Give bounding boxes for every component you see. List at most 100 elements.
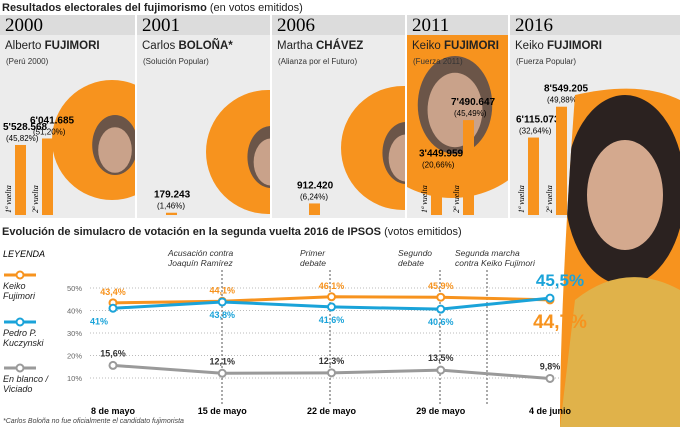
year-strip <box>137 15 270 35</box>
party: (Perú 2000) <box>6 56 48 68</box>
candidate-name: Alberto FUJIMORI <box>5 40 100 52</box>
value-label: 6'041.685 <box>30 115 75 126</box>
legend-text: En blanco / Viciado <box>3 374 49 394</box>
year-strip <box>272 15 405 35</box>
party-name: (Fuerza 2011) <box>413 57 463 66</box>
annotation: Acusación contra Joaquín Ramírez <box>168 248 248 268</box>
photo-face <box>587 140 663 250</box>
point <box>436 292 446 302</box>
first-name: Martha <box>277 40 313 52</box>
first-name: Keiko <box>412 40 441 52</box>
annotation-text: Segunda marcha contra Keiko Fujimori <box>455 248 535 268</box>
point <box>108 303 118 313</box>
last-name: FUJIMORI <box>546 40 602 52</box>
legend-label: Keiko Fujimori <box>3 281 55 301</box>
point <box>217 297 227 307</box>
legend-marker <box>15 270 25 280</box>
value-label: 46,1% <box>319 281 345 291</box>
point <box>436 365 446 375</box>
x-tick-label: 15 de mayo <box>198 406 248 416</box>
section-title-bold: Evolución de simulacro de votación en la… <box>2 226 382 238</box>
value-label: 43,8% <box>209 310 235 320</box>
point <box>327 368 336 378</box>
round-label: 1ª vuelta <box>517 185 526 213</box>
party: (Fuerza Popular) <box>516 56 576 68</box>
photo-body <box>560 277 680 427</box>
x-tick-label: 29 de mayo <box>416 406 466 416</box>
y-tick-label: 40% <box>67 307 82 316</box>
annotation: Segundo debate <box>398 248 448 268</box>
percent-label: (51,20%) <box>33 127 66 136</box>
legend-title: LEYENDA <box>3 249 45 259</box>
photo-face <box>388 134 405 182</box>
bar <box>42 138 53 215</box>
y-tick-label: 10% <box>67 374 82 383</box>
value-label: 44,7% <box>533 312 587 333</box>
value-label: 9,8% <box>540 361 561 371</box>
value-label: 8'549.205 <box>544 84 589 95</box>
photo-bg <box>206 90 270 214</box>
point <box>327 292 336 302</box>
value-label: 7'490.647 <box>451 97 496 108</box>
first-name: Alberto <box>5 40 42 52</box>
year: 2006 <box>277 15 315 36</box>
x-tick-label: 8 de mayo <box>91 406 136 416</box>
point <box>436 304 446 314</box>
candidate-name: Keiko FUJIMORI <box>412 40 499 52</box>
value-label: 43,4% <box>100 287 126 297</box>
value-label: 6'115.073 <box>516 115 560 126</box>
bar <box>309 203 320 215</box>
value-label: 12,3% <box>319 356 345 366</box>
value-label: 45,5% <box>536 271 584 290</box>
party-name: (Solución Popular) <box>143 57 209 66</box>
value-label: 41,6% <box>319 315 345 325</box>
last-name: FUJIMORI <box>44 40 100 52</box>
last-name: CHÁVEZ <box>316 40 364 52</box>
annotation-text: Acusación contra Joaquín Ramírez <box>168 248 234 268</box>
round-label: 1ª vuelta <box>4 185 13 213</box>
legend-marker <box>15 317 25 327</box>
x-tick-label: 4 de junio <box>529 406 572 416</box>
point <box>327 302 336 312</box>
bar <box>556 106 567 215</box>
value-label: 179.243 <box>154 190 191 201</box>
value-label: 45,9% <box>428 281 454 291</box>
x-tick-label: 22 de mayo <box>307 406 357 416</box>
percent-label: (45,82%) <box>6 134 39 143</box>
round-label: 2ª vuelta <box>545 185 554 213</box>
year-strip <box>510 15 680 35</box>
party-name: (Alianza por el Futuro) <box>278 57 358 66</box>
legend-label: Pedro P. Kuczynski <box>3 328 55 348</box>
last-name: BOLOÑA* <box>178 40 233 52</box>
year-strip <box>407 15 508 35</box>
value-label: 912.420 <box>297 180 334 191</box>
bar <box>528 137 539 215</box>
y-tick-label: 50% <box>67 284 82 293</box>
value-label: 44,1% <box>209 285 235 295</box>
percent-label: (20,66%) <box>422 160 455 169</box>
section-title: Evolución de simulacro de votación en la… <box>2 226 462 238</box>
point <box>545 293 555 303</box>
value-label: 15,6% <box>100 348 126 358</box>
percent-label: (45,49%) <box>454 109 487 118</box>
candidate-name: Martha CHÁVEZ <box>277 40 363 52</box>
photo-face <box>98 127 132 173</box>
footnote: *Carlos Boloña no fue oficialmente el ca… <box>3 418 184 425</box>
legend-text: Pedro P. Kuczynski <box>3 328 44 348</box>
value-label: 40,6% <box>428 317 454 327</box>
first-name: Keiko <box>515 40 544 52</box>
value-label: 5'528.568 <box>3 122 48 133</box>
round-label: 2ª vuelta <box>31 185 40 213</box>
annotation: Segunda marcha contra Keiko Fujimori <box>455 248 545 268</box>
value-label: 41% <box>90 316 108 326</box>
last-name: FUJIMORI <box>443 40 499 52</box>
year-strip <box>0 15 135 35</box>
annotation: Primer debate <box>300 248 350 268</box>
legend-text: Keiko Fujimori <box>3 281 36 301</box>
party-name: (Perú 2000) <box>6 57 49 66</box>
candidate-name: Keiko FUJIMORI <box>515 40 602 52</box>
value-label: 13,5% <box>428 353 454 363</box>
point <box>545 373 555 383</box>
candidate-name: Carlos BOLOÑA* <box>142 40 233 52</box>
value-label: 3'449.959 <box>419 148 464 159</box>
